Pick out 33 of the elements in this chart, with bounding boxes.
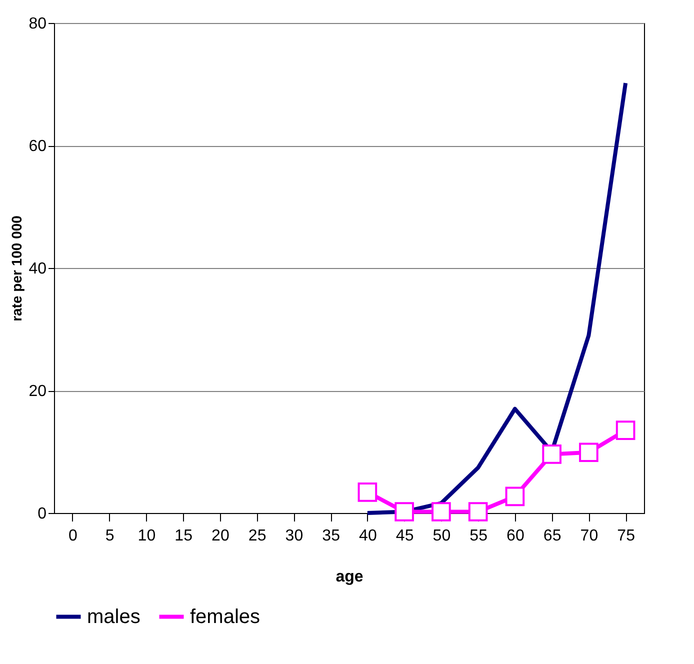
point bbox=[432, 502, 451, 522]
y-tick-label: 80 bbox=[28, 16, 47, 32]
x-tick-label: 5 bbox=[105, 528, 114, 544]
x-tick-label: 30 bbox=[285, 528, 304, 544]
x-tick-label: 65 bbox=[543, 528, 562, 544]
x-tick-label: 60 bbox=[506, 528, 524, 544]
x-axis-title: age bbox=[336, 568, 364, 586]
x-tick-label: 10 bbox=[138, 528, 156, 544]
point bbox=[616, 420, 636, 440]
x-tick-label: 15 bbox=[174, 528, 193, 544]
x-tick-label: 0 bbox=[68, 528, 78, 544]
x-tick-label: 35 bbox=[322, 528, 340, 544]
point bbox=[358, 482, 378, 502]
point bbox=[394, 502, 414, 522]
x-tick-label: 75 bbox=[617, 528, 636, 544]
x-tick-label: 55 bbox=[470, 528, 488, 544]
y-tick-label: 0 bbox=[38, 506, 47, 522]
legend-label: males bbox=[87, 606, 140, 628]
y-axis-title: rate per 100 000 bbox=[8, 215, 25, 322]
y-tick-label: 40 bbox=[28, 260, 47, 278]
y-tick-label: 20 bbox=[28, 383, 47, 400]
x-tick-label: 50 bbox=[432, 528, 451, 544]
point bbox=[542, 444, 562, 464]
point bbox=[468, 502, 488, 522]
x-tick-label: 25 bbox=[248, 528, 266, 544]
x-tick-label: 40 bbox=[359, 528, 377, 544]
point bbox=[505, 486, 525, 506]
x-tick-label: 45 bbox=[396, 528, 414, 544]
x-tick-label: 20 bbox=[212, 528, 230, 544]
point bbox=[579, 442, 598, 462]
legend-label: females bbox=[190, 606, 260, 628]
x-tick-label: 70 bbox=[580, 528, 598, 544]
y-tick-label: 60 bbox=[28, 138, 47, 155]
